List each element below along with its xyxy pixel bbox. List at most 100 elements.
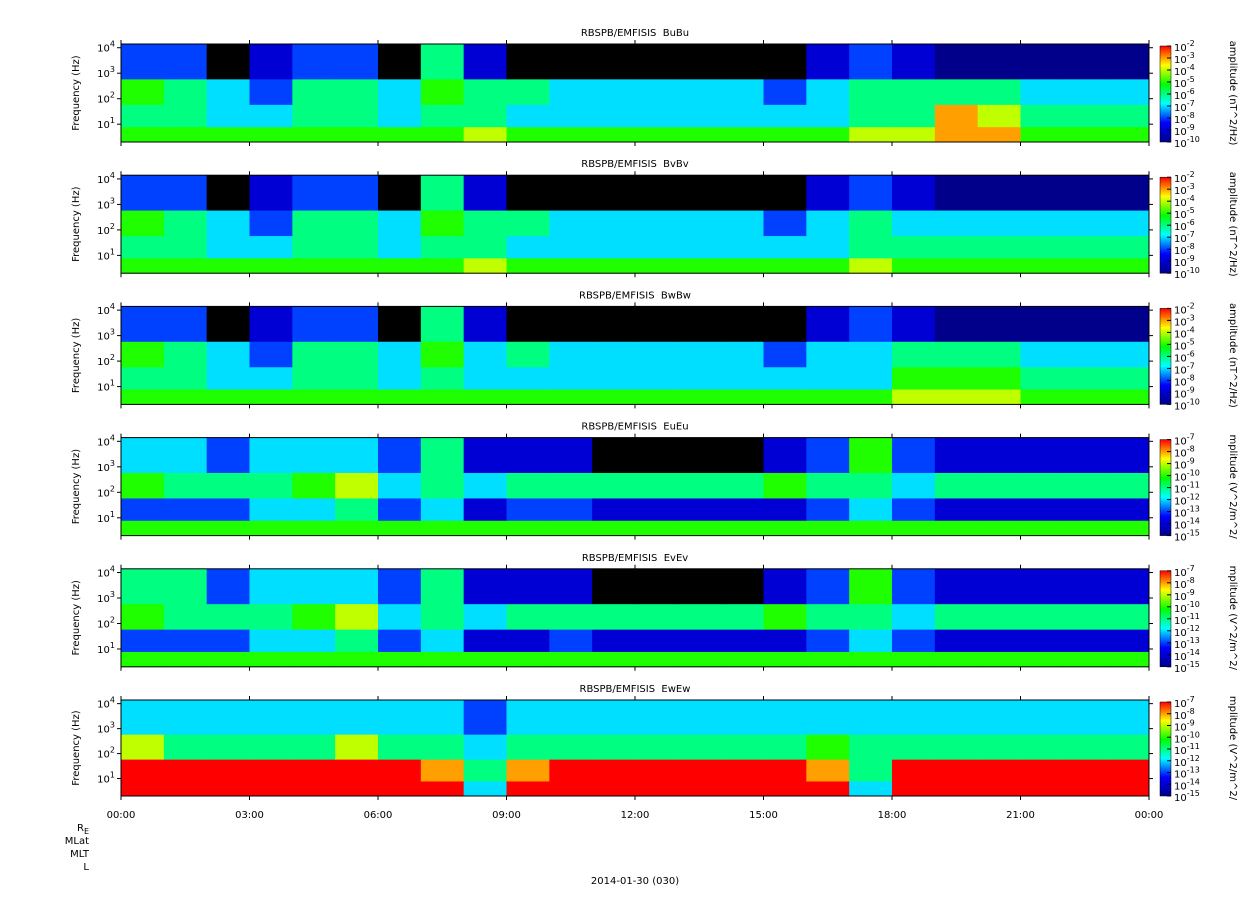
spectrogram-cell <box>849 389 893 405</box>
spectrogram-cell <box>463 603 507 630</box>
spectrogram-cell <box>378 520 422 537</box>
spectrogram-cell <box>420 78 465 105</box>
y-tick-label: 104 <box>97 302 115 317</box>
spectrogram-cell <box>249 175 293 211</box>
y-tick-label: 104 <box>97 433 115 448</box>
spectrogram-panel: RBSPB/EMFISIS EvEv 101 102 103 104 Frequency … <box>71 553 1238 675</box>
spectrogram-cell <box>934 472 979 499</box>
spectrogram-cell <box>592 341 636 368</box>
spectrogram-cell <box>977 257 1021 274</box>
spectrogram-cell <box>934 568 979 605</box>
spectrogram-cell <box>849 472 893 499</box>
spectrogram-cell <box>806 341 850 368</box>
spectrogram-cell <box>892 175 936 211</box>
y-tick-label: 104 <box>97 40 115 55</box>
spectrogram-cell <box>249 437 293 473</box>
spectrogram-cell <box>206 126 250 143</box>
spectrogram-cell <box>335 759 379 782</box>
spectrogram-cell <box>635 520 679 537</box>
spectrogram-cell <box>335 341 379 368</box>
spectrogram-cell <box>163 780 208 797</box>
spectrogram-cell <box>121 629 165 652</box>
spectrogram-cell <box>121 306 165 342</box>
spectrogram-cell <box>206 568 250 605</box>
spectrogram-cell <box>806 257 850 274</box>
colorbar-label: amplitude (nT^2/Hz) <box>1227 303 1238 408</box>
spectrogram-cell <box>892 126 936 143</box>
spectrogram-cell <box>335 126 379 143</box>
spectrogram-cell <box>892 44 936 80</box>
spectrogram-cell <box>163 235 208 259</box>
spectrogram-cell <box>292 210 336 237</box>
spectrogram-cell <box>892 341 936 368</box>
y-tick-label: 104 <box>97 565 115 580</box>
spectrogram-cell <box>977 175 1021 211</box>
spectrogram-cell <box>121 175 165 211</box>
x-tick-label: 18:00 <box>878 810 907 821</box>
spectrogram-cell <box>463 700 507 735</box>
y-tick-label: 101 <box>97 116 115 131</box>
spectrogram-cell <box>1020 44 1064 80</box>
spectrogram-cell <box>463 126 507 143</box>
spectrogram-cell <box>292 235 336 259</box>
spectrogram-cell <box>1106 44 1150 80</box>
y-tick-label: 102 <box>97 222 115 237</box>
spectrogram-cell <box>849 629 893 652</box>
spectrogram-cell <box>934 210 979 237</box>
spectrogram-cell <box>1020 568 1064 605</box>
spectrogram-cell <box>1106 759 1150 782</box>
orbit-label: L <box>83 862 89 873</box>
spectrogram-cell <box>506 104 550 128</box>
spectrogram-cell <box>121 44 165 80</box>
spectrogram-cell <box>506 257 550 274</box>
spectrogram-cell <box>1063 175 1107 211</box>
spectrogram-panel: RBSPB/EMFISIS BuBu 101 102 103 104 Frequency … <box>71 28 1238 150</box>
spectrogram-cell <box>549 651 593 668</box>
spectrogram-cell <box>720 472 764 499</box>
spectrogram-cell <box>463 257 507 274</box>
spectrogram-cell <box>592 366 636 390</box>
spectrogram-cell <box>249 651 293 668</box>
spectrogram-cell <box>1063 437 1107 473</box>
spectrogram-cell <box>592 306 636 342</box>
spectrogram-cell <box>335 389 379 405</box>
spectrogram-cell <box>720 341 764 368</box>
spectrogram-cell <box>420 44 465 80</box>
spectrogram-cell <box>892 366 936 390</box>
spectrogram-cell <box>635 759 679 782</box>
spectrogram-cell <box>506 780 550 797</box>
spectrogram-cell <box>249 126 293 143</box>
spectrogram-cell <box>849 78 893 105</box>
spectrogram-cell <box>892 568 936 605</box>
spectrogram-cell <box>635 175 679 211</box>
spectrogram-cell <box>163 700 208 735</box>
spectrogram-cell <box>420 651 465 668</box>
spectrogram-cell <box>463 780 507 797</box>
spectrogram-cell <box>892 700 936 735</box>
spectrogram-cell <box>806 734 850 760</box>
spectrogram-cell <box>206 472 250 499</box>
spectrogram-cell <box>934 78 979 105</box>
spectrogram-cell <box>677 235 722 259</box>
spectrogram-cell <box>163 210 208 237</box>
spectrogram-cell <box>720 497 764 521</box>
spectrogram-cell <box>1020 651 1064 668</box>
y-axis-label: Frequency (Hz) <box>71 55 82 131</box>
spectrogram-cell <box>677 257 722 274</box>
spectrogram-cell <box>121 437 165 473</box>
spectrogram-cell <box>292 175 336 211</box>
y-tick-label: 101 <box>97 247 115 262</box>
spectrogram-cell <box>1063 472 1107 499</box>
spectrogram-cell <box>378 104 422 128</box>
spectrogram-cell <box>206 759 250 782</box>
spectrogram-cell <box>592 78 636 105</box>
spectrogram-cell <box>335 497 379 521</box>
spectrogram-cell <box>420 235 465 259</box>
spectrogram-cell <box>892 759 936 782</box>
spectrogram-cell <box>121 497 165 521</box>
spectrogram-cell <box>806 306 850 342</box>
spectrogram-cell <box>806 472 850 499</box>
spectrogram-cell <box>806 175 850 211</box>
spectrogram-cell <box>1106 341 1150 368</box>
spectrogram-cell <box>292 44 336 80</box>
